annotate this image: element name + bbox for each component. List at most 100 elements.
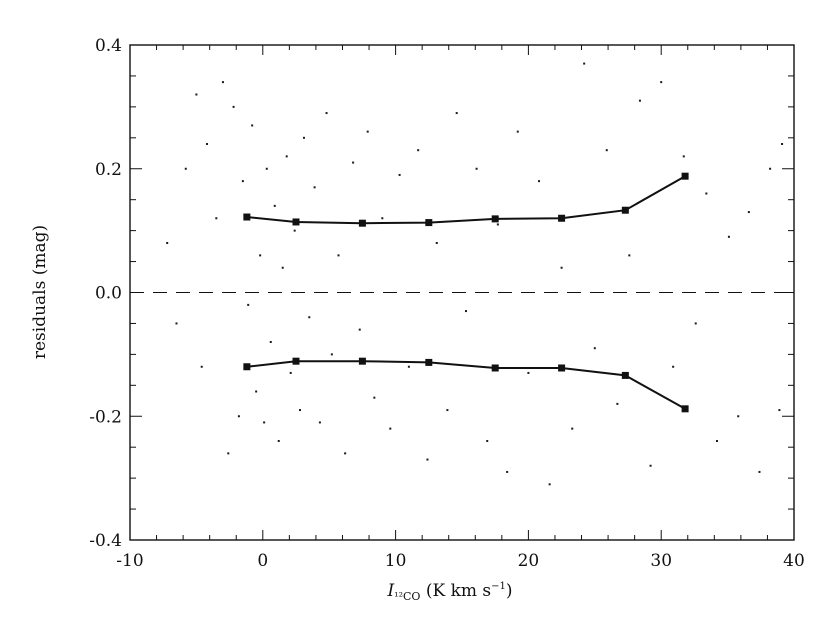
scatter-point	[273, 204, 276, 207]
envelope-marker	[243, 363, 251, 371]
scatter-point	[672, 365, 675, 368]
y-tick-label: 0.2	[95, 160, 122, 180]
scatter-points	[166, 62, 784, 486]
scatter-point	[251, 124, 254, 127]
scatter-point	[277, 440, 280, 442]
scatter-point	[285, 155, 288, 158]
scatter-point	[184, 167, 187, 170]
envelope-marker	[681, 405, 689, 413]
axis-tick-labels: -10 0 10 20 30 40 -0.4 -0.2 0.0 0.2 0.4	[89, 36, 805, 571]
scatter-point	[737, 415, 740, 418]
scatter-point	[318, 421, 321, 424]
scatter-point	[241, 180, 244, 183]
scatter-point	[583, 62, 586, 65]
scatter-point	[237, 415, 240, 418]
scatter-point	[407, 365, 410, 368]
envelope-marker	[621, 206, 629, 214]
x-tick-label: 10	[385, 551, 407, 571]
x-tick-label: 20	[518, 551, 540, 571]
scatter-point	[269, 341, 272, 343]
envelope-marker	[558, 214, 566, 222]
scatter-point	[649, 464, 652, 467]
envelope-marker	[292, 357, 300, 365]
envelope-marker	[425, 358, 433, 366]
scatter-point	[638, 99, 641, 102]
scatter-point	[206, 143, 209, 145]
scatter-point	[389, 427, 392, 430]
scatter-point	[778, 409, 781, 412]
scatter-point	[538, 180, 541, 183]
scatter-point	[464, 310, 467, 313]
scatter-point	[366, 130, 369, 133]
x-tick-label: 30	[650, 551, 672, 571]
scatter-point	[265, 167, 268, 170]
x-axis-label-close: )	[506, 581, 513, 601]
scatter-point	[398, 173, 401, 176]
scatter-point	[516, 130, 519, 133]
y-tick-label: -0.4	[89, 531, 122, 551]
scatter-point	[715, 440, 718, 442]
scatter-point	[166, 242, 169, 244]
scatter-point	[263, 421, 266, 424]
scatter-point	[682, 155, 685, 158]
scatter-point	[232, 105, 235, 108]
scatter-point	[302, 136, 305, 139]
scatter-point	[475, 167, 478, 170]
scatter-point	[616, 402, 619, 405]
x-tick-label: 0	[257, 551, 268, 571]
scatter-point	[215, 217, 218, 220]
y-tick-label: 0.4	[95, 36, 122, 56]
scatter-point	[496, 223, 499, 226]
scatter-point	[486, 440, 489, 442]
scatter-point	[446, 409, 449, 412]
scatter-point	[781, 143, 784, 145]
x-axis-label: I¹²CO (K km s−1)	[386, 581, 512, 603]
scatter-point	[381, 217, 384, 220]
x-tick-label: -10	[116, 551, 143, 571]
scatter-point	[325, 112, 328, 115]
envelope-marker	[491, 364, 499, 372]
scatter-point	[337, 254, 340, 257]
scatter-point	[694, 322, 697, 325]
scatter-point	[455, 112, 458, 115]
scatter-point	[344, 452, 347, 455]
scatter-point	[605, 149, 608, 152]
scatter-point	[200, 365, 203, 368]
scatter-point	[571, 427, 574, 430]
scatter-point	[527, 371, 530, 374]
scatter-point	[259, 254, 262, 257]
envelope-line-2	[246, 360, 686, 410]
envelope-marker	[621, 371, 629, 379]
scatter-point	[628, 254, 631, 257]
scatter-point	[352, 161, 355, 164]
axis-ticks	[129, 44, 795, 541]
envelope-marker	[358, 219, 366, 227]
envelope-curves	[243, 172, 689, 413]
scatter-point	[593, 347, 596, 350]
scatter-point	[195, 93, 198, 96]
y-tick-label: 0.0	[95, 284, 122, 304]
x-axis-label-unit-exponent: −1	[491, 581, 506, 592]
x-axis-label-unit: (K km s	[420, 581, 491, 601]
scatter-point	[313, 186, 316, 189]
scatter-point	[221, 81, 224, 84]
scatter-point	[175, 322, 178, 325]
scatter-point	[560, 266, 563, 269]
scatter-point	[758, 470, 761, 473]
scatter-point	[660, 81, 663, 84]
scatter-point	[289, 371, 292, 374]
scatter-point	[255, 390, 258, 393]
scatter-point	[506, 470, 509, 473]
envelope-line-1	[246, 175, 686, 225]
envelope-marker	[358, 357, 366, 365]
envelope-marker	[558, 364, 566, 372]
envelope-marker	[681, 172, 689, 180]
x-tick-label: 40	[783, 551, 805, 571]
scatter-point	[727, 235, 730, 238]
scatter-point	[769, 167, 772, 170]
scatter-point	[247, 303, 250, 306]
scatter-point	[417, 149, 420, 152]
scatter-point	[293, 229, 296, 232]
scatter-point	[227, 452, 230, 455]
scatter-point	[705, 192, 708, 195]
